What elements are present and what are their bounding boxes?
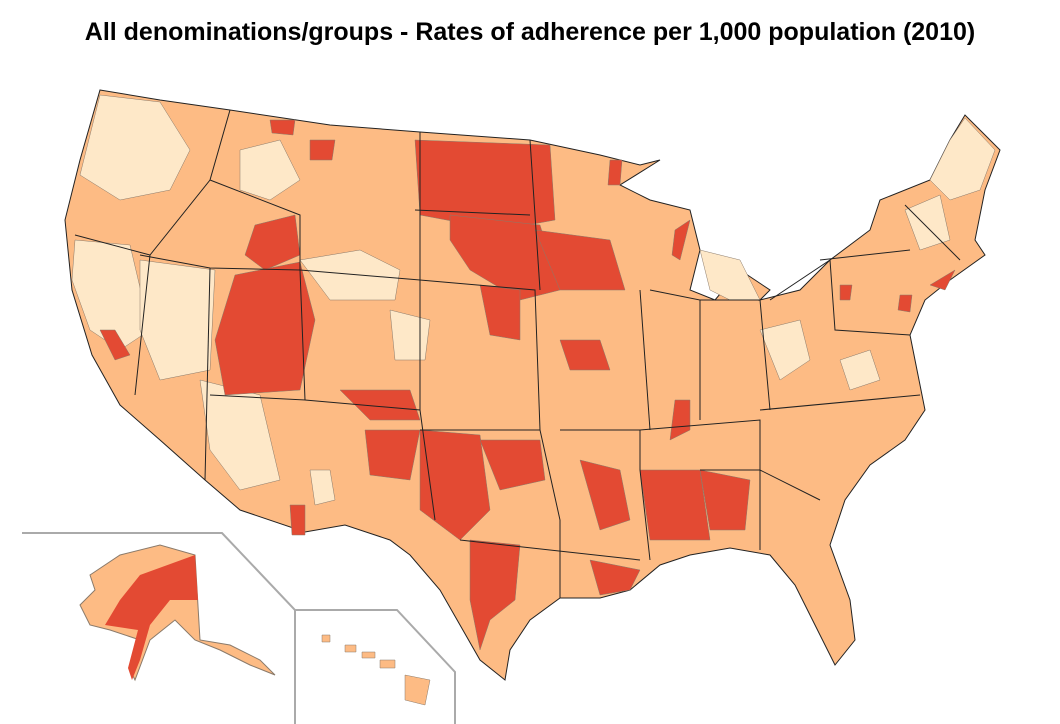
state-border [639, 289, 651, 431]
high-rate-region [559, 339, 611, 371]
hawaii-island [321, 634, 331, 643]
low-rate-regions [71, 94, 996, 506]
low-rate-region [79, 94, 191, 201]
state-border [759, 394, 921, 411]
state-border [414, 209, 531, 216]
hawaii-inset-frame [295, 609, 456, 724]
high-rate-region [99, 329, 131, 361]
high-rate-region [419, 429, 491, 541]
alaska-inset-frame [22, 532, 296, 724]
high-rate-region [339, 389, 421, 421]
high-rate-region [607, 159, 623, 186]
state-border [204, 267, 211, 481]
low-rate-region [904, 194, 951, 251]
high-rate-region [929, 269, 956, 291]
high-rate-region [669, 399, 691, 441]
state-border [560, 429, 651, 561]
hawaii-island [361, 651, 376, 659]
state-border [700, 299, 771, 411]
low-rate-region [699, 249, 761, 301]
hawaii [321, 634, 431, 706]
low-rate-region [839, 349, 881, 391]
mainland-us [64, 89, 1001, 681]
high-rate-region [839, 284, 853, 301]
state-border [904, 204, 961, 261]
low-rate-region [309, 469, 336, 506]
state-border [539, 429, 561, 598]
high-rate-region [579, 459, 631, 531]
low-rate-region [239, 139, 301, 201]
high-rate-region [479, 439, 546, 491]
state-border [819, 249, 911, 261]
state-border [529, 139, 541, 291]
state-border [459, 539, 641, 561]
high-rate-region [479, 284, 521, 341]
state-border [419, 279, 541, 431]
alaska-high-region [105, 555, 198, 680]
map-title: All denominations/groups - Rates of adhe… [84, 18, 976, 46]
low-rate-region [139, 259, 216, 381]
state-border [769, 259, 911, 336]
low-rate-region [759, 319, 811, 381]
high-rate-region [671, 219, 691, 261]
high-rate-region [309, 139, 336, 161]
low-rate-region [299, 249, 401, 301]
hawaii-island [404, 674, 431, 706]
high-rate-region [639, 469, 711, 541]
high-rate-region [269, 119, 296, 136]
state-border [700, 469, 821, 501]
low-rate-region [929, 117, 996, 201]
high-rate-regions [99, 119, 956, 651]
high-rate-region [699, 469, 751, 531]
high-rate-region [469, 539, 521, 651]
state-border [639, 419, 761, 550]
high-rate-region [364, 429, 421, 481]
high-rate-region [589, 559, 641, 596]
hawaii-island [379, 659, 396, 669]
state-border [139, 254, 421, 281]
high-rate-region [534, 229, 626, 291]
state-borders [74, 109, 961, 598]
high-rate-region [897, 294, 913, 313]
high-rate-region [414, 139, 556, 231]
hawaii-island [344, 644, 357, 653]
high-rate-region [244, 214, 301, 271]
state-border [209, 179, 301, 270]
high-rate-region [289, 504, 306, 536]
